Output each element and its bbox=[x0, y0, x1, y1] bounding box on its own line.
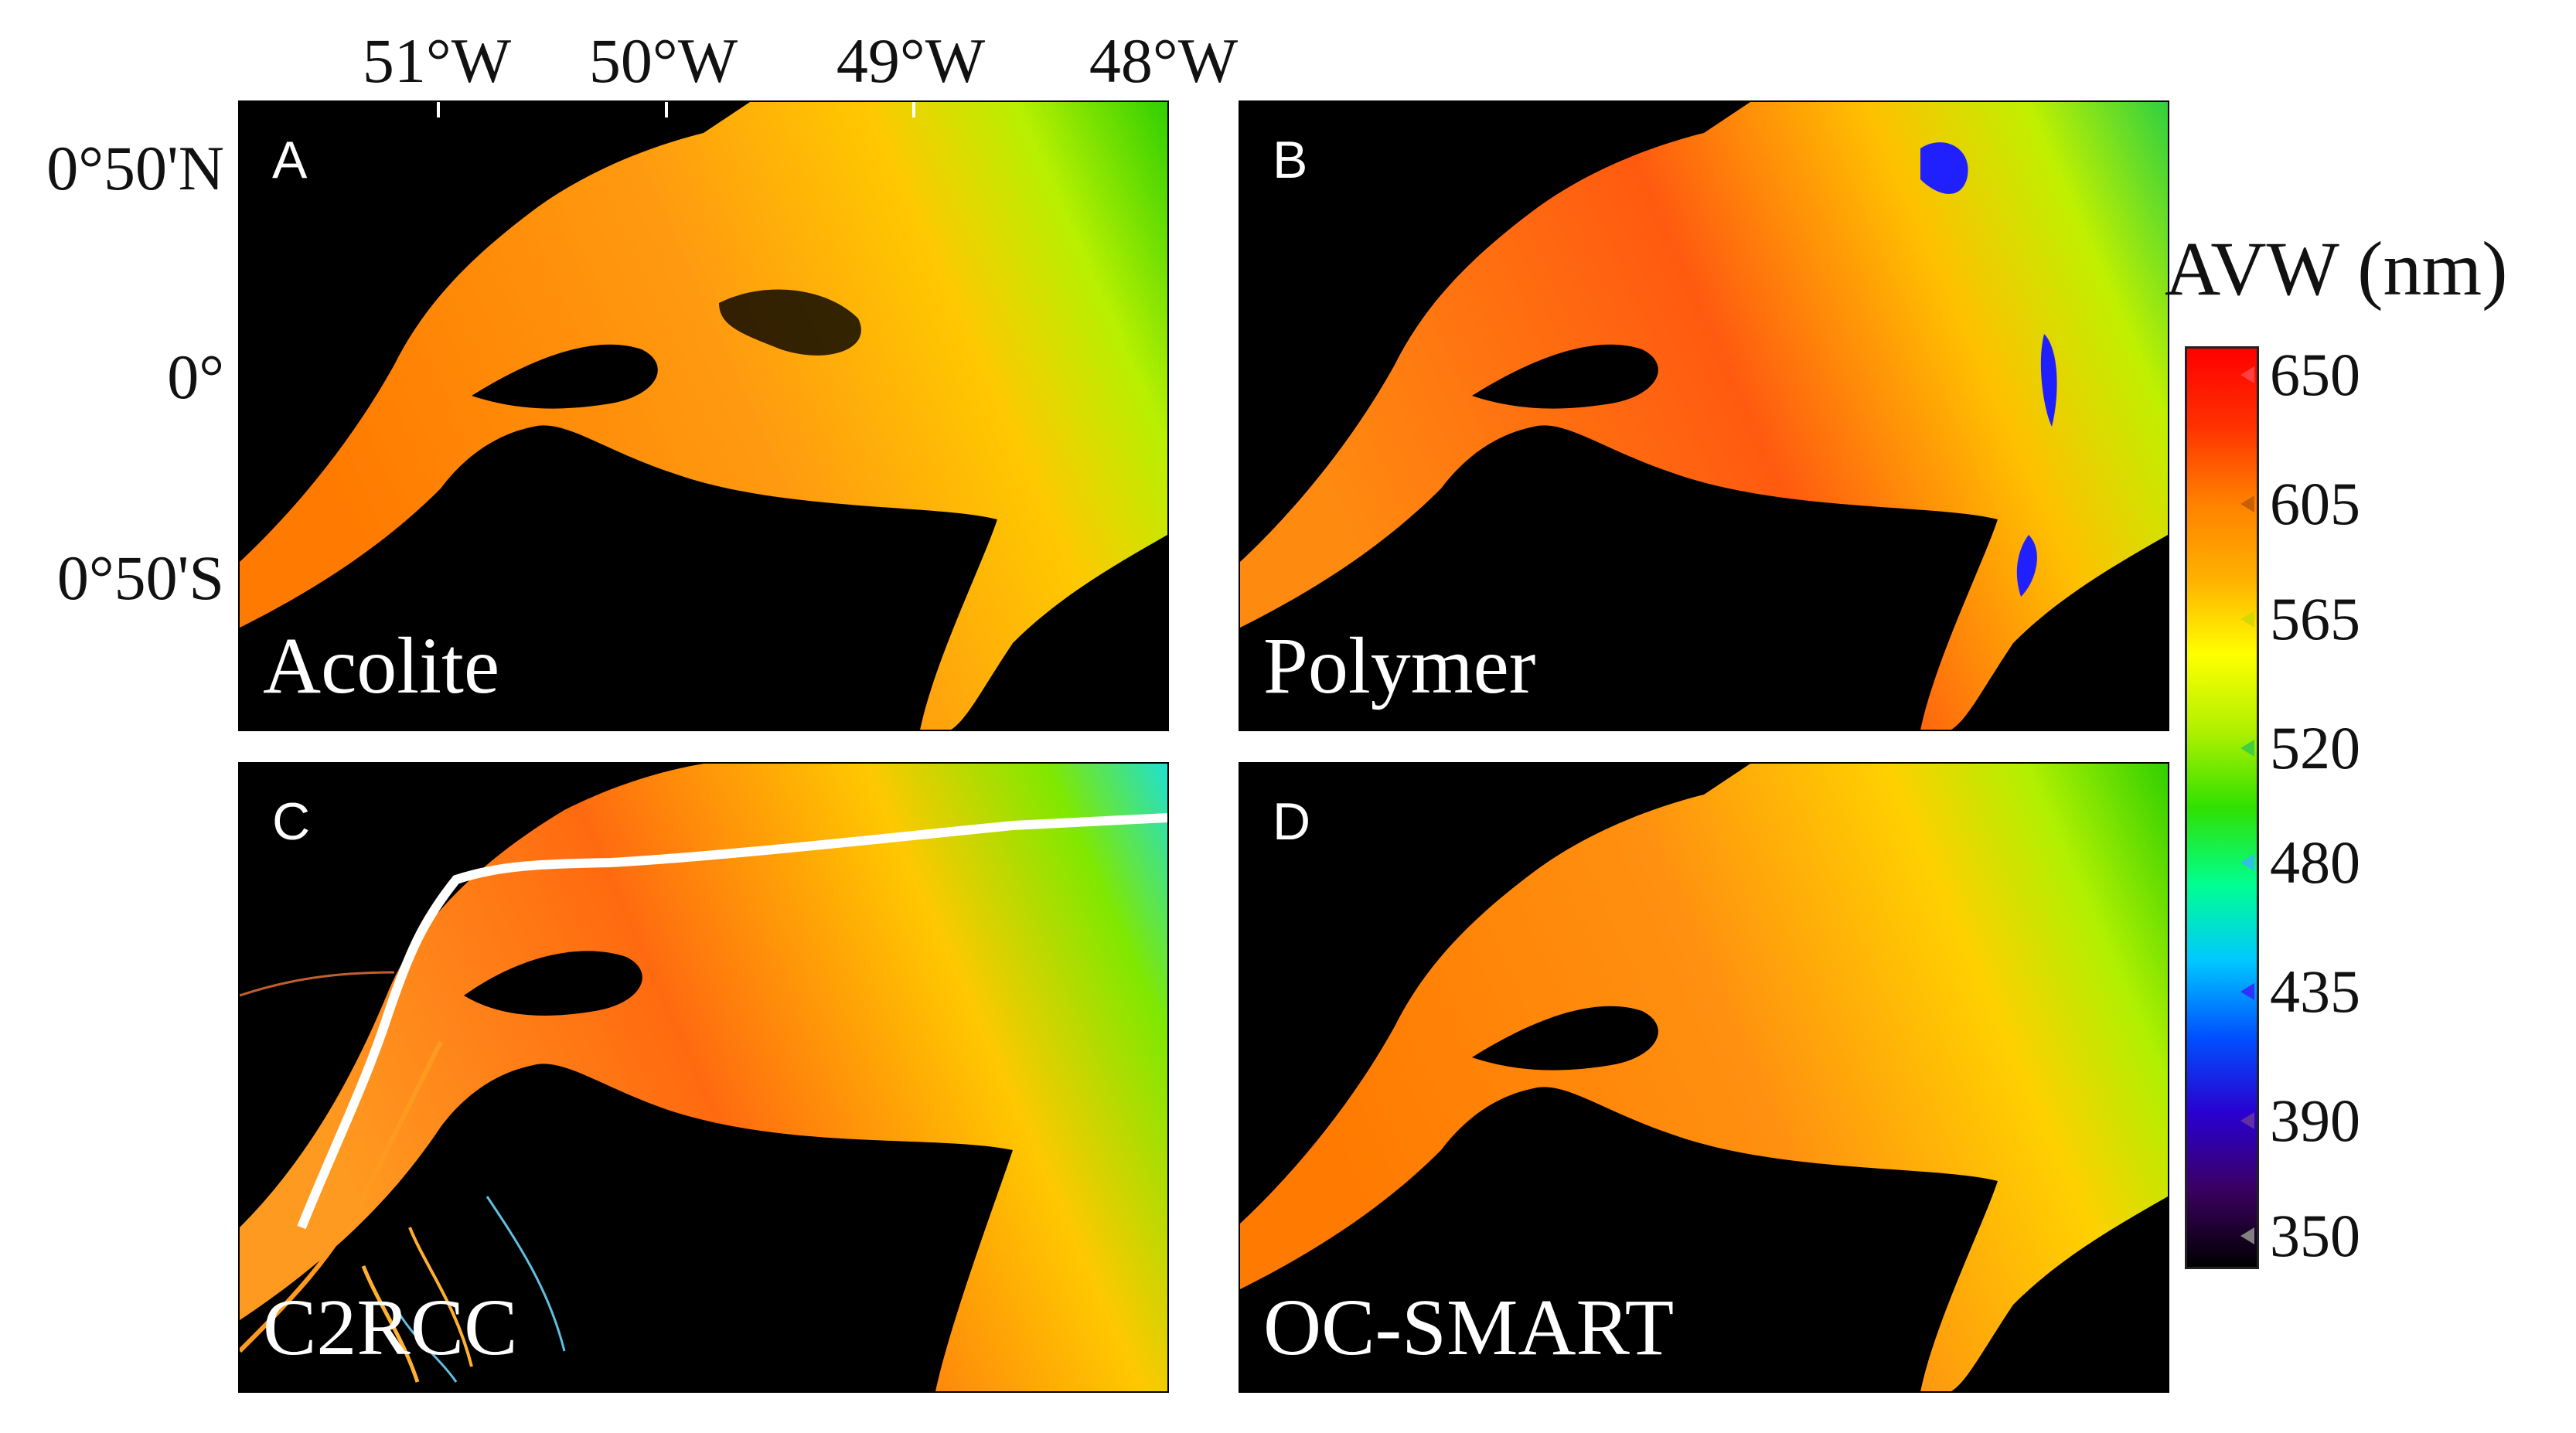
avw-map-polymer bbox=[1240, 102, 2168, 730]
map-panel-acolite: A Acolite bbox=[238, 100, 1169, 731]
colorbar-tick-label: 605 bbox=[2270, 470, 2360, 538]
colorbar-tick-marker bbox=[2240, 610, 2254, 628]
longitude-label-51w: 51°W bbox=[362, 26, 512, 96]
colorbar-tick-label: 565 bbox=[2270, 584, 2360, 652]
map-panel-oc-smart: D OC-SMART bbox=[1239, 762, 2169, 1393]
panel-letter-d: D bbox=[1273, 792, 1311, 851]
longitude-label-48w: 48°W bbox=[1089, 26, 1239, 96]
colorbar-title: AVW (nm) bbox=[2165, 226, 2508, 311]
colorbar-tick-label: 650 bbox=[2270, 341, 2360, 409]
colorbar-tick-marker bbox=[2240, 1227, 2254, 1244]
colorbar-tick-label: 480 bbox=[2270, 829, 2360, 897]
panel-letter-b: B bbox=[1273, 131, 1308, 189]
colorbar-tick-marker bbox=[2240, 739, 2254, 757]
longitude-label-49w: 49°W bbox=[836, 26, 986, 96]
avw-map-c2rcc bbox=[240, 764, 1167, 1391]
colorbar-tick-label: 350 bbox=[2270, 1201, 2360, 1269]
latitude-label-0-50s: 0°50'S bbox=[56, 543, 224, 613]
panel-algorithm-polymer: Polymer bbox=[1263, 621, 1536, 710]
longitude-label-50w: 50°W bbox=[588, 26, 738, 96]
colorbar-tick-label: 520 bbox=[2270, 713, 2360, 781]
map-panel-c2rcc: C C2RCC bbox=[238, 762, 1169, 1393]
colorbar bbox=[2185, 346, 2259, 1269]
panel-algorithm-acolite: Acolite bbox=[263, 621, 500, 710]
colorbar-tick-marker bbox=[2240, 366, 2254, 384]
tickmark bbox=[437, 102, 440, 117]
colorbar-tick-marker bbox=[2240, 495, 2254, 513]
panel-algorithm-c2rcc: C2RCC bbox=[263, 1283, 518, 1372]
colorbar-tick-label: 390 bbox=[2270, 1087, 2360, 1155]
avw-map-acolite bbox=[240, 102, 1167, 730]
colorbar-tick-marker bbox=[2240, 983, 2254, 1001]
colorbar-tick-marker bbox=[2240, 854, 2254, 872]
latitude-label-0-50n: 0°50'N bbox=[46, 133, 224, 203]
latitude-label-equator: 0° bbox=[167, 342, 224, 412]
tickmark bbox=[665, 102, 668, 117]
tickmark bbox=[912, 102, 915, 117]
avw-map-oc-smart bbox=[1240, 764, 2168, 1391]
colorbar-tick-marker bbox=[2240, 1112, 2254, 1130]
panel-algorithm-oc-smart: OC-SMART bbox=[1263, 1283, 1675, 1372]
panel-letter-c: C bbox=[272, 792, 311, 851]
colorbar-tick-label: 435 bbox=[2270, 958, 2360, 1026]
map-panel-polymer: B Polymer bbox=[1239, 100, 2169, 731]
panel-letter-a: A bbox=[272, 131, 308, 189]
